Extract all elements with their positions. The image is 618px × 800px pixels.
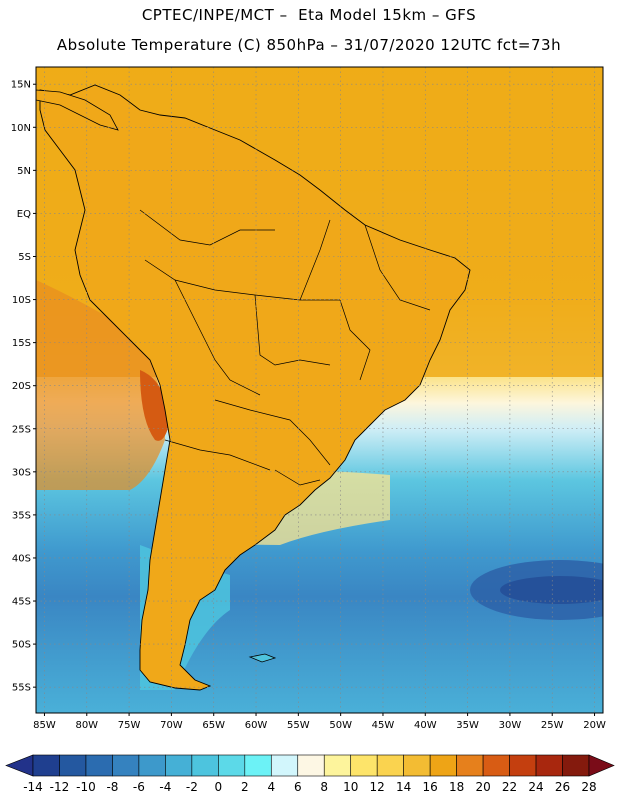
map-subtitle: Absolute Temperature (C) 850hPa – 31/07/… [56,36,562,54]
lat-label: 40S [12,553,31,564]
colorbar-swatch [59,754,87,777]
lat-label: 15S [12,338,31,349]
colorbar-label: 10 [343,780,358,794]
colorbar-swatch [85,754,113,777]
lat-label: 30S [12,467,31,478]
lat-lon-grid [36,67,603,713]
lon-label: 70W [160,720,183,731]
colorbar-label: 12 [370,780,385,794]
colorbar: -14 -12 -10 -8 -6 -4 -2 0 2 4 6 8 10 12 14 16 18 20 22 24 26… [5,754,615,794]
colorbar-label: -10 [76,780,96,794]
colorbar-swatch [482,754,510,777]
lat-label: EQ [17,209,31,220]
lat-label: 5N [17,166,31,177]
colorbar-label: 2 [241,780,249,794]
lon-label: 60W [245,720,268,731]
lon-label: 50W [329,720,352,731]
colorbar-swatch [535,754,563,777]
colorbar-swatch [138,754,166,777]
colorbar-label: 26 [555,780,570,794]
lon-label: 20W [583,720,606,731]
map-title: CPTEC/INPE/MCT – Eta Model 15km – GFS [141,6,477,24]
colorbar-label: 22 [502,780,517,794]
colorbar-swatch [323,754,352,777]
colorbar-label: 18 [449,780,464,794]
lon-label: 40W [414,720,437,731]
colorbar-swatch [297,754,325,777]
lon-label: 85W [33,720,56,731]
colorbar-label: -4 [159,780,171,794]
colorbar-label: 16 [423,780,438,794]
lat-label: 50S [12,640,31,651]
map-field [36,67,603,713]
lat-label: 25S [12,424,31,435]
colorbar-label: -6 [133,780,145,794]
lon-label: 25W [541,720,564,731]
colorbar-swatch [218,754,246,777]
colorbar-swatch [244,754,272,777]
colorbar-swatch [165,754,193,777]
colorbar-label: 6 [294,780,302,794]
colorbar-swatch [270,754,299,777]
colorbar-label: -12 [50,780,70,794]
colorbar-swatch [429,754,457,777]
colorbar-swatch [350,754,378,777]
lon-label: 55W [287,720,310,731]
falkland-islands [248,653,277,663]
latitude-axis: 15N 10N 5N EQ 5S 10S 15S 20S 25S 30S 35S 40S 45S 50S 5… [11,80,36,694]
lat-label: 15N [11,80,31,91]
atacama-hot-spot [140,370,170,441]
colorbar-label: 4 [267,780,275,794]
lon-label: 80W [75,720,98,731]
lon-label: 30W [499,720,522,731]
lat-label: 5S [18,252,31,263]
colorbar-swatch [112,754,140,777]
lat-label: 10S [12,295,31,306]
colorbar-label: 20 [475,780,490,794]
country-borders [139,209,431,486]
map-frame [35,66,604,714]
colorbar-label: -2 [186,780,198,794]
colorbar-swatch [32,754,60,777]
colorbar-over-arrow [588,754,615,777]
lat-label: 45S [12,597,31,608]
south-america-landmass [39,84,471,691]
colorbar-label: -8 [106,780,118,794]
colorbar-swatch [509,754,537,777]
lat-label: 35S [12,510,31,521]
colorbar-label: 14 [396,780,411,794]
longitude-axis: 85W 80W 75W 70W 65W 60W 55W 50W 45W 40W 35W 30W 25W 2… [33,713,606,731]
lat-label: 20S [12,381,31,392]
colorbar-swatch [403,754,431,777]
lon-label: 65W [202,720,225,731]
colorbar-swatch [456,754,484,777]
colorbar-label: 24 [528,780,543,794]
lat-label: 55S [12,683,31,694]
colorbar-swatch [191,754,219,777]
colorbar-label: 0 [215,780,223,794]
colorbar-under-arrow [5,754,34,777]
lon-label: 45W [372,720,395,731]
lon-label: 35W [456,720,479,731]
colorbar-swatch [562,754,590,777]
lat-label: 10N [11,123,31,134]
cold-pool-core [500,576,603,604]
colorbar-swatch [376,754,404,777]
colorbar-label: 28 [581,780,596,794]
colorbar-label: -14 [23,780,43,794]
lon-label: 75W [118,720,141,731]
pacific-warm-tongue [36,280,165,490]
colorbar-label: 8 [320,780,328,794]
